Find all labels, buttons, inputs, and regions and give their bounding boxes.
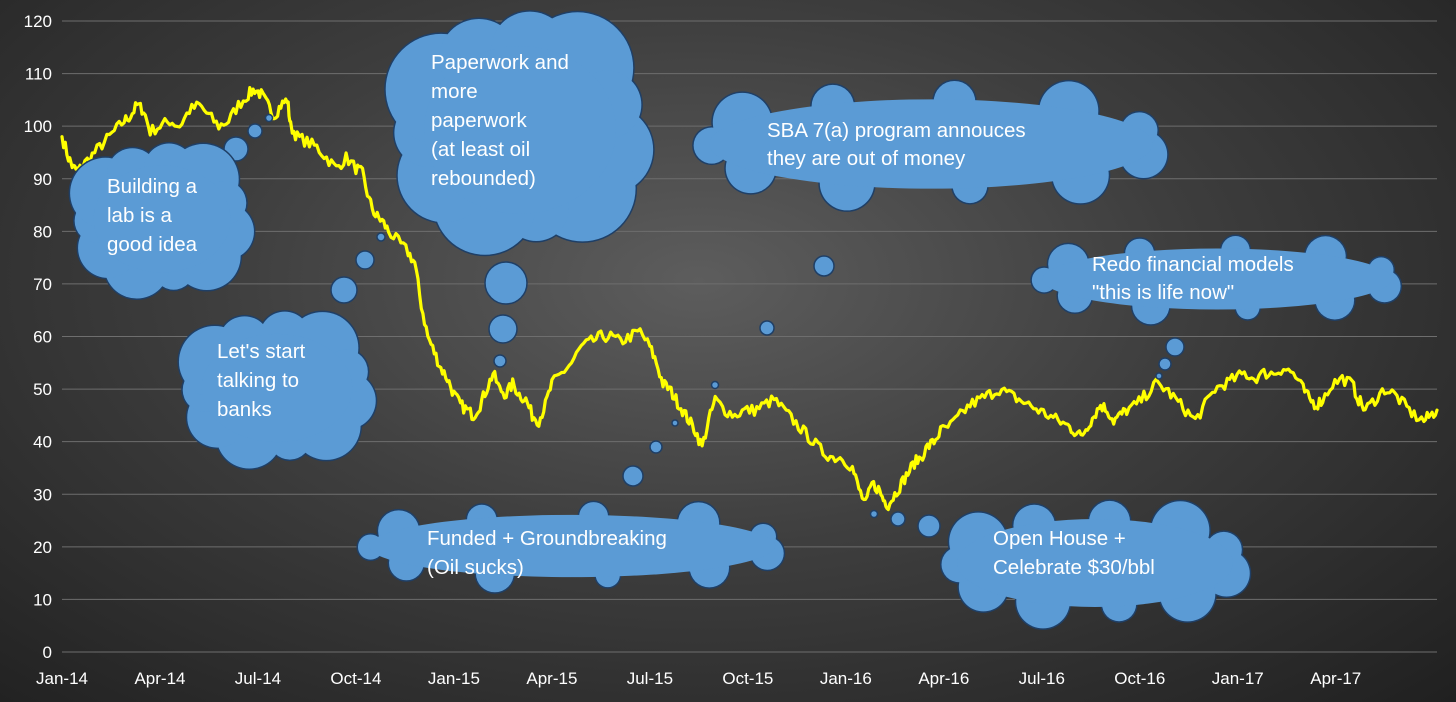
callout-funded-groundbreaking: Funded + Groundbreaking (Oil sucks) [356, 419, 786, 594]
thought-bubble [1165, 337, 1185, 357]
x-tick-label: Oct-14 [330, 669, 381, 688]
x-tick-label: Jan-17 [1212, 669, 1264, 688]
callout-text: Funded + Groundbreaking [427, 527, 667, 550]
thought-bubble [1158, 357, 1172, 371]
callout-text: Building a [107, 175, 198, 198]
callout-text: rebounded) [431, 167, 536, 190]
cloud-shape [940, 499, 1252, 630]
x-tick-label: Apr-15 [526, 669, 577, 688]
callout-text: they are out of money [767, 147, 966, 170]
callout-open-house: Open House + Celebrate $30/bbl [869, 499, 1252, 630]
thought-bubble [890, 511, 906, 527]
thought-bubble [484, 261, 528, 305]
thought-bubble [247, 123, 263, 139]
x-tick-label: Apr-14 [134, 669, 185, 688]
y-tick-label: 60 [33, 328, 52, 347]
x-axis: Jan-14 Apr-14 Jul-14 Oct-14 Jan-15 Apr-15 Jul-… [36, 669, 1361, 688]
y-axis: 0 10 20 30 40 50 60 70 80 90 100 110 120 [24, 12, 52, 662]
x-tick-label: Jan-16 [820, 669, 872, 688]
y-tick-label: 0 [43, 643, 52, 662]
y-tick-label: 110 [25, 65, 52, 84]
y-tick-label: 20 [33, 538, 52, 557]
cloud-shape [356, 500, 786, 594]
callout-redo-financial-models: Redo financial models "this is life now" [1030, 234, 1403, 380]
callout-text: (Oil sucks) [427, 556, 524, 579]
x-tick-label: Jan-14 [36, 669, 88, 688]
thought-bubble [759, 320, 775, 336]
thought-bubble [330, 276, 358, 304]
x-tick-label: Jul-14 [235, 669, 281, 688]
thought-bubble [264, 113, 274, 123]
cloud-shape [177, 310, 378, 470]
thought-bubble [813, 255, 835, 277]
callout-text: (at least oil [431, 138, 530, 161]
callout-building-lab: Building a lab is a good idea [68, 113, 274, 300]
oil-price-line [60, 86, 1439, 512]
cloud-shape [68, 142, 256, 300]
x-tick-label: Apr-17 [1310, 669, 1361, 688]
callout-text: more [431, 80, 478, 103]
thought-bubble [869, 509, 879, 519]
callout-text: paperwork [431, 109, 527, 132]
x-tick-label: Jan-15 [428, 669, 480, 688]
cloud-shape [384, 10, 655, 257]
callout-start-talking-banks: Let's start talking to banks [177, 232, 386, 470]
y-tick-label: 100 [24, 117, 52, 136]
y-tick-label: 30 [33, 485, 52, 504]
callouts: Building a lab is a good idea Let's start ta… [68, 10, 1403, 630]
callout-text: "this is life now" [1092, 281, 1234, 304]
callout-text: good idea [107, 233, 198, 256]
cloud-shape [692, 79, 1169, 212]
x-tick-label: Oct-15 [722, 669, 773, 688]
series-line [60, 86, 1439, 512]
thought-bubble [710, 380, 720, 390]
thought-bubble [376, 232, 386, 242]
thought-bubble [488, 314, 518, 344]
callout-sba-out-of-money: SBA 7(a) program annouces they are out of… [692, 79, 1169, 390]
x-tick-label: Jul-15 [627, 669, 673, 688]
y-tick-label: 120 [24, 12, 52, 31]
thought-bubble [917, 514, 941, 538]
callout-text: Paperwork and [431, 51, 569, 74]
cloud-shape [1030, 234, 1403, 326]
thought-bubble [671, 419, 679, 427]
x-tick-label: Apr-16 [918, 669, 969, 688]
x-tick-label: Jul-16 [1019, 669, 1065, 688]
callout-text: SBA 7(a) program annouces [767, 119, 1026, 142]
y-tick-label: 70 [33, 275, 52, 294]
callout-text: talking to [217, 369, 299, 392]
thought-bubble [493, 354, 507, 368]
y-tick-label: 10 [33, 590, 52, 609]
callout-text: Redo financial models [1092, 253, 1294, 276]
callout-paperwork: Paperwork and more paperwork (at least oil r… [384, 10, 655, 368]
thought-bubble [622, 465, 644, 487]
callout-text: Let's start [217, 340, 306, 363]
y-tick-label: 80 [33, 222, 52, 241]
y-tick-label: 40 [33, 433, 52, 452]
y-tick-label: 50 [33, 380, 52, 399]
callout-text: lab is a [107, 204, 173, 227]
callout-text: Open House + [993, 527, 1126, 550]
callout-text: Celebrate $30/bbl [993, 556, 1155, 579]
thought-bubble [1155, 372, 1163, 380]
thought-bubble [355, 250, 375, 270]
x-tick-label: Oct-16 [1114, 669, 1165, 688]
callout-text: banks [217, 398, 272, 421]
y-tick-label: 90 [33, 170, 52, 189]
thought-bubble [649, 440, 663, 454]
